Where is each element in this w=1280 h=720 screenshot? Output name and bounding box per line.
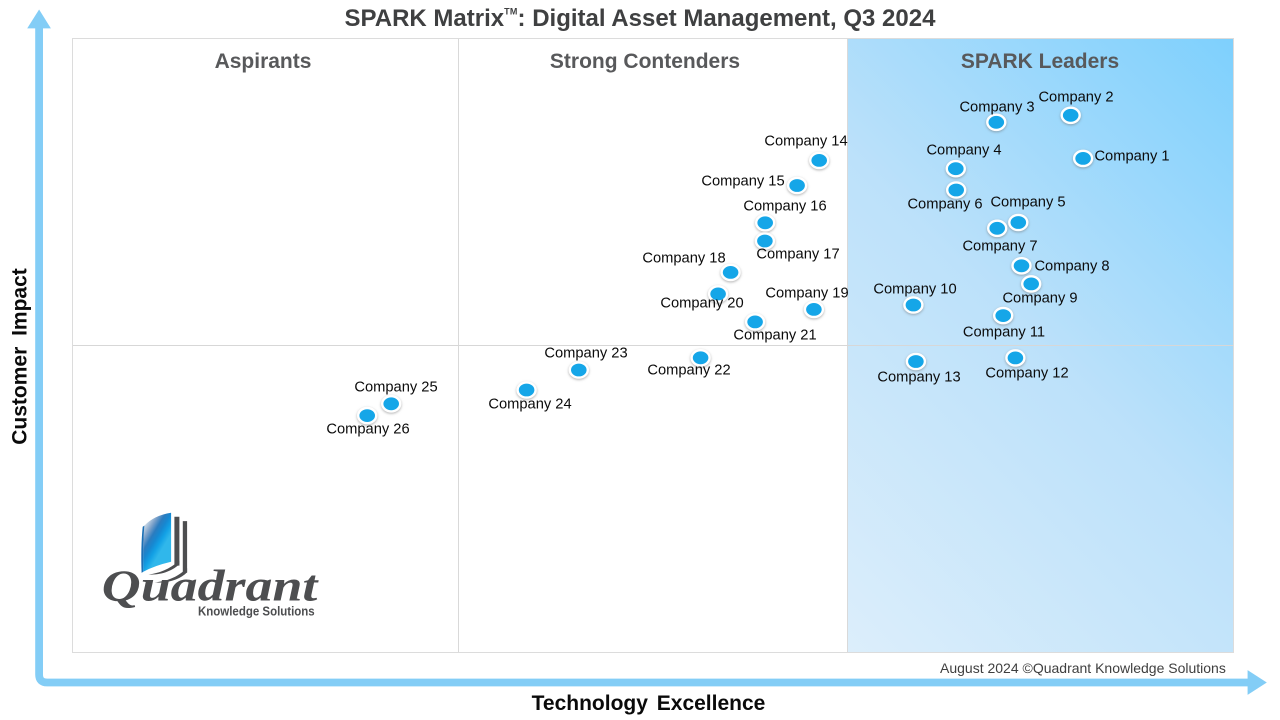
svg-text:Quadrant: Quadrant bbox=[102, 562, 320, 611]
svg-text:Knowledge Solutions: Knowledge Solutions bbox=[198, 603, 315, 618]
